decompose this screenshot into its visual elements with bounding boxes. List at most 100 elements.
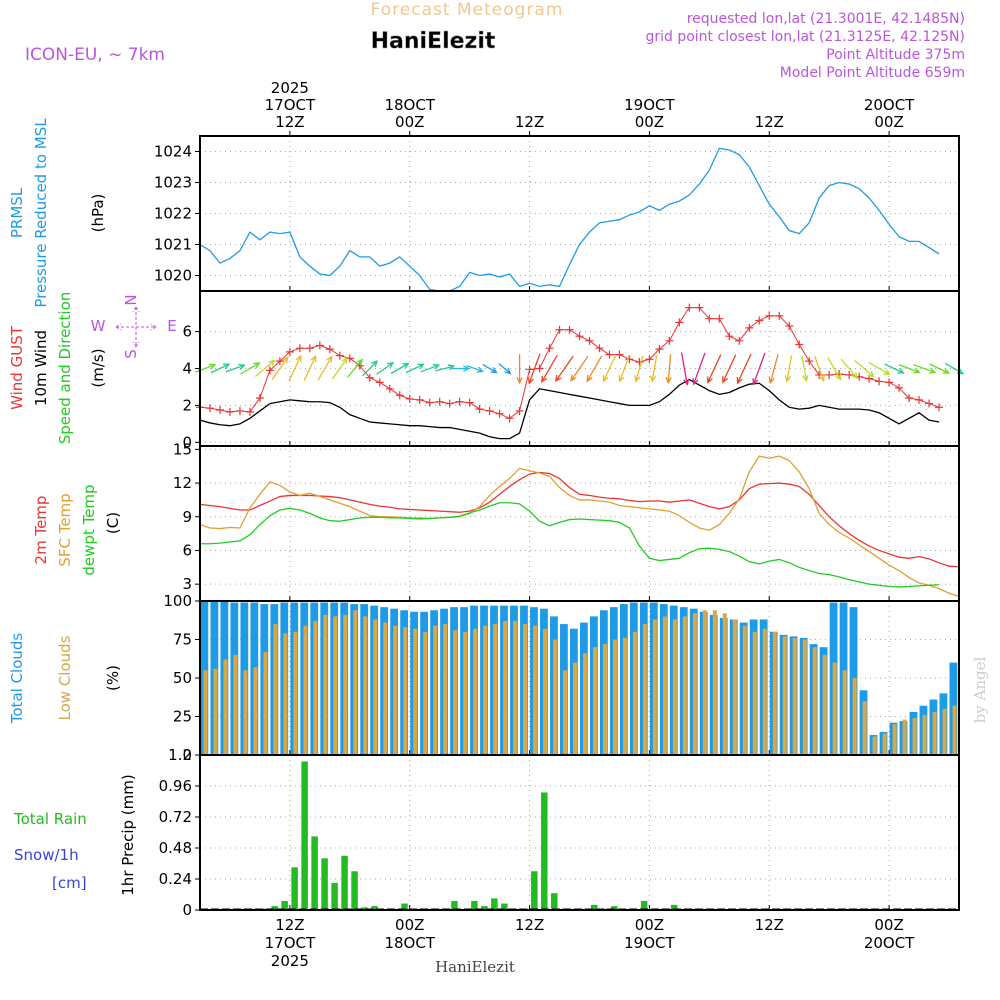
wind-arrow-head — [867, 370, 875, 378]
low-cloud-bar — [553, 639, 558, 755]
wind-arrow-head — [371, 360, 379, 368]
gust-marker — [535, 364, 544, 373]
wind-arrow — [346, 359, 363, 378]
wind-arrow-head — [942, 367, 950, 374]
gust-marker — [485, 406, 494, 415]
rain-bar — [291, 867, 298, 910]
wind-arrow-head — [851, 372, 859, 380]
gust-marker — [335, 351, 344, 360]
low-cloud-bar — [373, 619, 378, 755]
wind-arrow-head — [897, 367, 905, 374]
wind-arrow-head — [268, 359, 276, 367]
gust-marker — [405, 394, 414, 403]
y-tick-label: 1023 — [154, 174, 192, 192]
low-cloud-bar — [722, 613, 727, 755]
wind-arrow — [752, 352, 766, 385]
low-cloud-bar — [573, 662, 578, 755]
wind-arrow — [786, 355, 793, 382]
low-cloud-bar — [323, 614, 328, 755]
compass-w: W — [91, 317, 106, 335]
y-tick-label: 3 — [182, 575, 192, 593]
y-tick-label: 0 — [182, 901, 192, 919]
wind-arrow-head — [570, 374, 577, 382]
wind-arrow-head — [282, 356, 289, 364]
rain-bar — [361, 907, 368, 910]
low-cloud-bar — [443, 624, 448, 755]
top-time-label: 17OCT — [265, 96, 316, 114]
y-tick-label: 1024 — [154, 143, 192, 161]
low-cloud-bar — [333, 616, 338, 755]
rain-bar — [341, 855, 348, 910]
wind-arrow-head — [602, 375, 609, 383]
rain-bar — [590, 904, 598, 910]
wind-arrow — [693, 352, 706, 385]
gust-marker — [325, 345, 334, 354]
wind-arrow — [317, 356, 333, 381]
low-cloud-bar — [882, 733, 887, 755]
low-cloud-bar — [712, 610, 717, 755]
top-time-label: 00Z — [395, 113, 424, 131]
wind-arrow-head — [476, 366, 485, 373]
wind-arrow — [194, 364, 216, 373]
wind-arrow — [913, 363, 936, 374]
low-cloud-bar — [802, 639, 807, 755]
wind-arrow-head — [913, 367, 921, 374]
low-cloud-bar — [273, 624, 278, 755]
wind-arrow-head — [634, 375, 641, 383]
rain-bar — [531, 871, 538, 910]
low-cloud-bar — [872, 736, 877, 755]
top-time-label: 12Z — [275, 113, 304, 131]
top-time-label: 20OCT — [864, 96, 915, 114]
gust-marker — [935, 403, 944, 412]
low-cloud-bar — [483, 625, 488, 755]
low-cloud-bar — [473, 628, 478, 755]
y-tick-label: 9 — [182, 508, 192, 526]
gust-marker — [245, 407, 254, 416]
bottom-time-label: 17OCT — [265, 934, 316, 952]
y-tick-label: 0.96 — [159, 777, 192, 795]
gust-marker — [755, 316, 764, 325]
low-cloud-bar — [363, 616, 368, 755]
dewpt-label: dewpt Temp — [80, 484, 98, 575]
gust-marker — [885, 378, 894, 387]
gust-marker — [785, 322, 794, 331]
gust-marker — [215, 406, 224, 415]
wind-arrow-head — [386, 361, 395, 369]
low-cloud-bar — [233, 654, 238, 755]
pressure-unit: (hPa) — [89, 194, 107, 233]
gust-marker — [635, 358, 644, 367]
low-cloud-bar — [782, 636, 787, 755]
gust-marker — [475, 405, 484, 414]
temp2m-line — [199, 471, 960, 568]
grid-point-coords: grid point closest lon,lat (21.3125E, 42… — [645, 29, 965, 45]
gust-marker — [225, 407, 234, 416]
low-cloud-bar — [543, 628, 548, 755]
bottom-time-label: 00Z — [874, 916, 903, 934]
gust-marker — [365, 373, 374, 382]
panel-clouds: 0 25 50 75 100 Total Clouds Low Clouds (%) — [8, 592, 959, 764]
bottom-time-label: 12Z — [755, 916, 784, 934]
gust-marker — [805, 357, 814, 366]
low-cloud-bar — [533, 625, 538, 755]
wind-arrow — [707, 354, 722, 383]
gust-marker — [665, 336, 674, 345]
low-cloud-bar — [812, 647, 817, 755]
gust-marker — [375, 378, 384, 387]
panel-frame — [199, 754, 960, 911]
bottom-time-label: 12Z — [275, 916, 304, 934]
bottom-time-label: 12Z — [515, 916, 544, 934]
sfc-temp-line — [199, 455, 960, 598]
y-tick-label: 1020 — [154, 267, 192, 285]
requested-coords: requested lon,lat (21.3001E, 42.1485N) — [687, 11, 965, 27]
gust-marker — [295, 344, 304, 353]
rain-label: Total Rain — [13, 810, 87, 828]
low-cloud-bar — [313, 621, 318, 755]
credit-text: by Angel — [971, 656, 989, 723]
wind-arrow-head — [802, 374, 809, 383]
gust-marker — [615, 350, 624, 359]
wind-arrow-head — [295, 354, 302, 362]
panel-pressure: 1020 1021 1022 1023 1024 PRMSL Pressure Reduce… — [8, 118, 959, 308]
low-cloud-bar — [862, 701, 867, 755]
wind-arrow — [210, 363, 230, 374]
low-cloud-bar — [772, 631, 777, 755]
